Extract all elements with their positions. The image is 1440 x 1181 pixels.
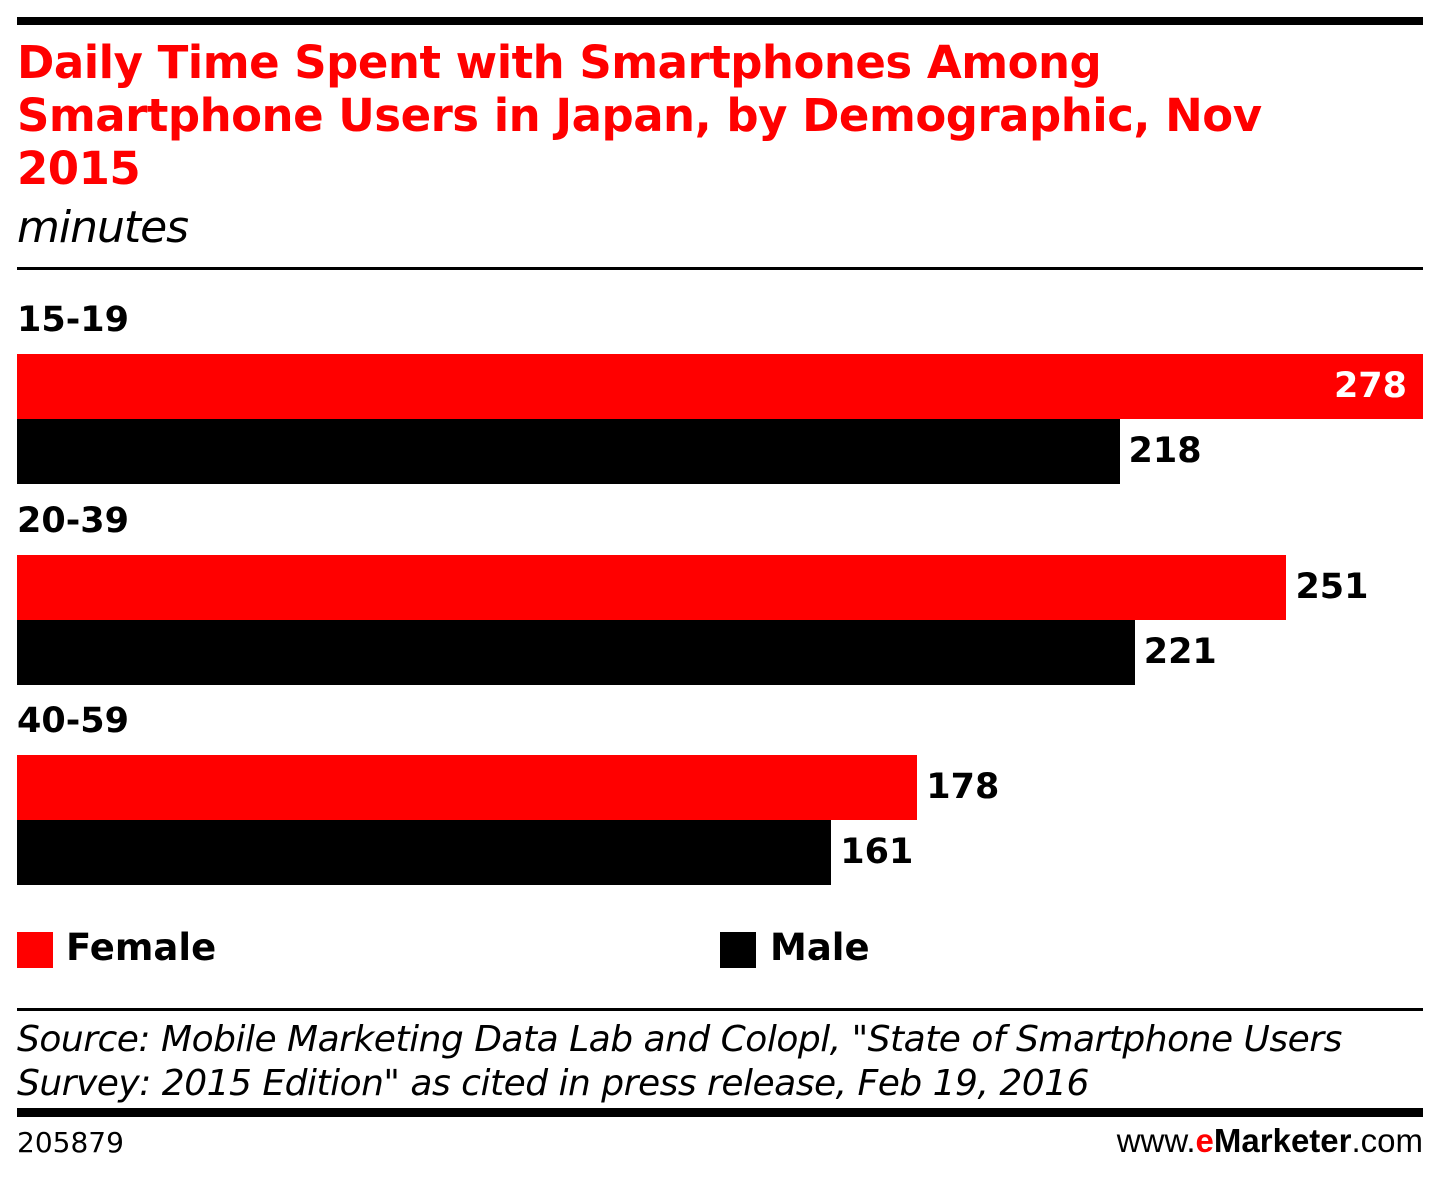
data-label: 278	[1333, 366, 1407, 406]
data-label: 178	[926, 767, 1000, 807]
logo-e: e	[1195, 1122, 1214, 1159]
bar-female	[17, 354, 1423, 419]
category-label: 40-59	[17, 701, 129, 741]
bar-female	[17, 555, 1287, 620]
legend-swatch-female	[17, 932, 53, 968]
bar-male	[17, 620, 1135, 685]
bar-female	[17, 755, 918, 820]
data-label: 218	[1128, 431, 1202, 471]
source-note: Source: Mobile Marketing Data Lab and Co…	[17, 1019, 1342, 1104]
legend-label-male: Male	[770, 926, 870, 969]
legend-label-female: Female	[66, 926, 217, 969]
footer-rule	[17, 1108, 1423, 1117]
logo-brand: Marketer	[1213, 1122, 1352, 1159]
chart-subtitle: minutes	[17, 202, 189, 253]
logo-suffix: .com	[1351, 1122, 1423, 1159]
data-label: 161	[840, 832, 914, 872]
data-label: 251	[1295, 567, 1369, 607]
source-rule	[17, 1008, 1423, 1011]
top-rule	[17, 17, 1423, 25]
bar-male	[17, 419, 1120, 484]
chart-id: 205879	[17, 1126, 124, 1159]
data-label: 221	[1143, 632, 1217, 672]
legend-swatch-male	[720, 932, 756, 968]
logo-prefix: www.	[1116, 1122, 1196, 1159]
bar-male	[17, 820, 832, 885]
header-rule	[17, 267, 1423, 270]
emarketer-logo[interactable]: www.eMarketer.com	[1117, 1122, 1423, 1160]
chart-title: Daily Time Spent with Smartphones Among …	[17, 36, 1262, 195]
category-label: 20-39	[17, 501, 129, 541]
category-label: 15-19	[17, 300, 129, 340]
